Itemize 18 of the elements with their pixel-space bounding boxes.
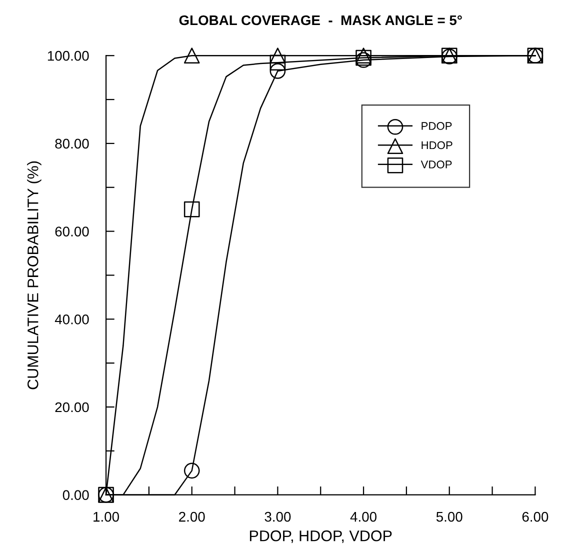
x-tick-label: 5.00 [436, 512, 462, 522]
x-tick-label: 4.00 [350, 512, 376, 522]
y-tick-label: 60.00 [55, 226, 89, 236]
y-axis-title: CUMULATIVE PROBABILITY (%) [27, 161, 42, 390]
chart-title: GLOBAL COVERAGE - MASK ANGLE = 5° [179, 15, 462, 26]
x-tick-label: 3.00 [264, 512, 291, 522]
legend-label: HDOP [422, 141, 452, 150]
y-tick-label: 40.00 [54, 314, 89, 324]
legend-label: PDOP [422, 122, 452, 130]
y-tick-label: 100.00 [48, 50, 89, 61]
x-tick-label: 6.00 [522, 512, 548, 522]
x-tick-label: 1.00 [94, 512, 120, 522]
x-axis-title: PDOP, HDOP, VDOP [250, 530, 392, 544]
y-tick-label: 20.00 [55, 402, 89, 412]
y-tick-label: 80.00 [55, 138, 89, 149]
legend-label: VDOP [420, 160, 452, 168]
x-tick-label: 2.00 [179, 512, 205, 522]
y-tick-label: 0.00 [62, 490, 89, 500]
